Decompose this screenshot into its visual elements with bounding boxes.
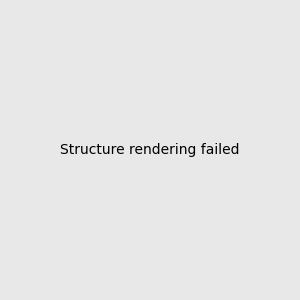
Text: Structure rendering failed: Structure rendering failed (60, 143, 240, 157)
